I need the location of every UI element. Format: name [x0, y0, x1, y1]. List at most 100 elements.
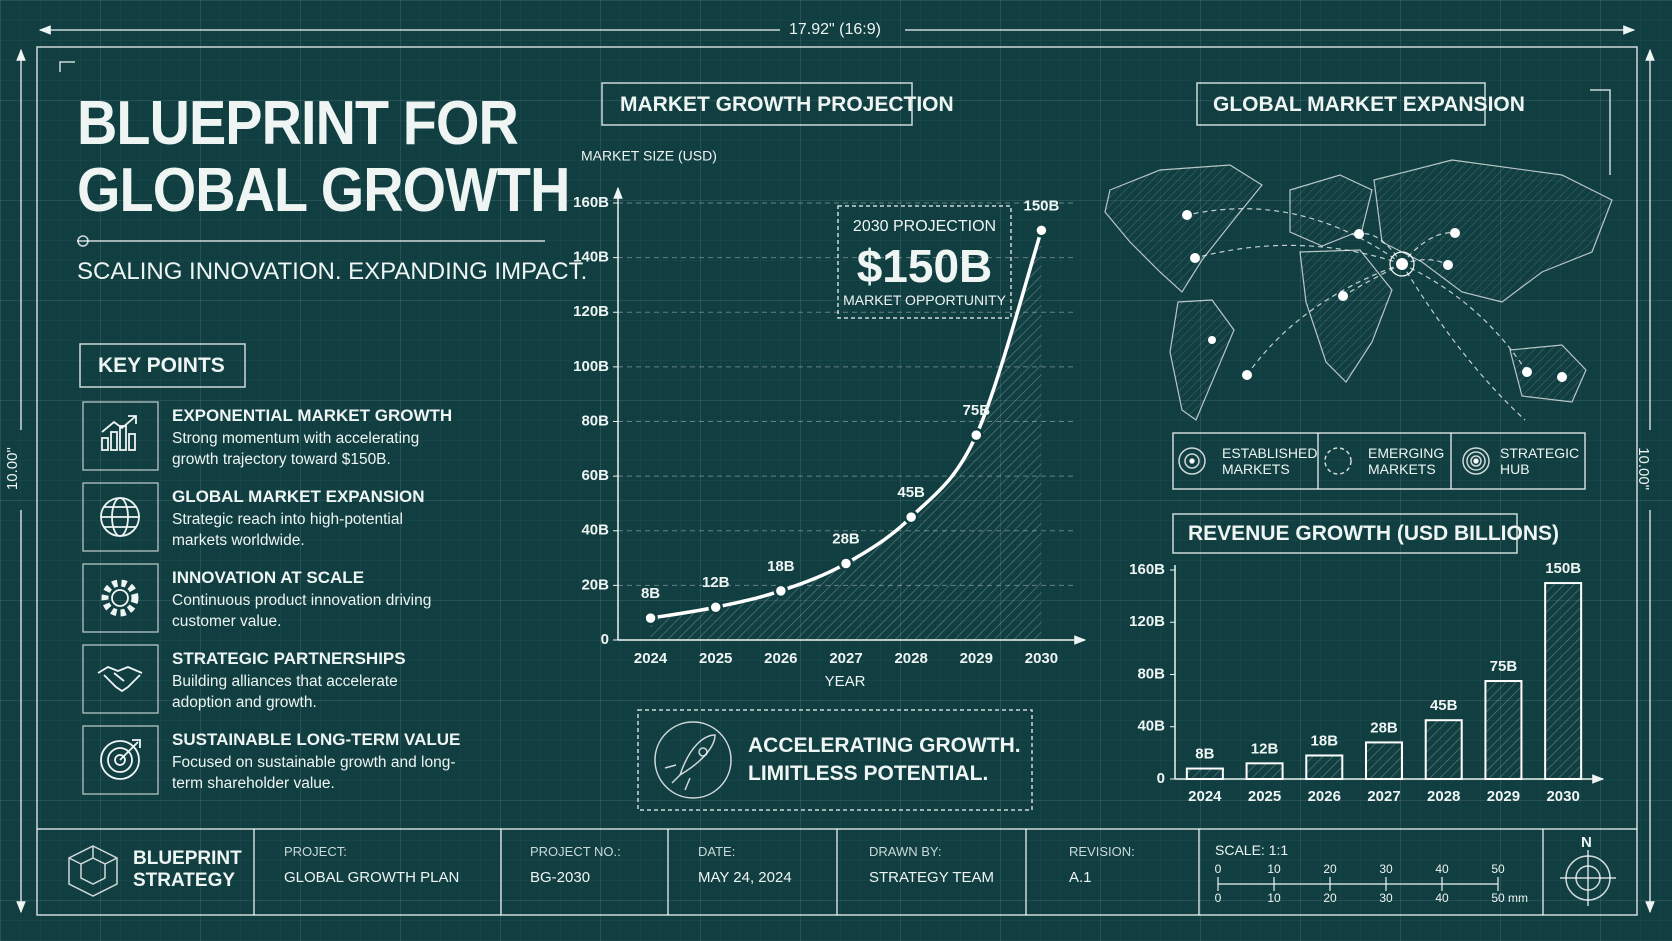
shape-path	[97, 665, 143, 693]
logo-text: BLUEPRINT STRATEGY	[133, 848, 242, 891]
legend-entry: STRATEGIC HUB	[1500, 445, 1580, 478]
shape-circle	[1208, 336, 1216, 344]
value-label: 8B	[641, 585, 660, 602]
shape-rect	[128, 433, 136, 451]
y-tick-label: 60B	[581, 467, 609, 484]
shape-g	[16, 25, 1655, 916]
value-label: 28B	[1370, 719, 1398, 736]
key-point-icon	[101, 415, 137, 451]
shape-rect	[837, 205, 1012, 319]
dimension-label: 17.92" (16:9)	[789, 21, 881, 38]
shape-circle	[1178, 447, 1206, 475]
shape-path	[1509, 344, 1587, 403]
key-point-text: Building alliances that accelerate adopt…	[172, 673, 398, 711]
shape-path	[1401, 232, 1456, 265]
field-label: DRAWN BY:	[869, 844, 942, 859]
x-tick-label: 2024	[634, 650, 668, 667]
shape-circle	[1466, 451, 1486, 471]
icon-box	[82, 482, 159, 552]
shape-rect	[637, 709, 1033, 811]
shape-circle	[1389, 251, 1415, 277]
tagline: LIMITLESS POTENTIAL.	[748, 762, 989, 785]
shape-circle	[1450, 228, 1460, 238]
value-label: 18B	[1311, 732, 1339, 749]
x-tick-label: 2025	[699, 650, 732, 667]
area	[650, 230, 1042, 640]
bar	[1245, 762, 1284, 781]
icon-box	[82, 563, 159, 633]
ruler-label: 30	[1379, 862, 1393, 876]
shape-path	[1246, 263, 1403, 376]
shape-path	[104, 506, 136, 528]
icon-box	[82, 725, 159, 795]
shape-circle	[1470, 455, 1482, 467]
shape-rect	[1172, 432, 1586, 490]
key-point-title: EXPONENTIAL MARKET GROWTH	[172, 406, 453, 425]
field-label: REVISION:	[1069, 844, 1135, 859]
shape-path	[1401, 263, 1528, 373]
shape-circle	[107, 747, 133, 773]
shape-path	[1373, 159, 1613, 303]
x-tick-label: 2030	[1025, 650, 1058, 667]
icon-box	[82, 644, 159, 714]
legend-entry: EMERGING MARKETS	[1368, 445, 1445, 478]
y-tick-label: 20B	[581, 576, 609, 593]
legend-entry: ESTABLISHED MARKETS	[1222, 445, 1318, 478]
y-tick-label: 160B	[573, 194, 609, 211]
shape-path	[101, 415, 137, 433]
x-tick-label: 2026	[1308, 788, 1341, 805]
ruler-label: 0	[1215, 862, 1222, 876]
shape-circle	[1354, 229, 1364, 239]
chart-title: MARKET GROWTH PROJECTION	[620, 93, 954, 116]
key-point-text: Continuous product innovation driving cu…	[172, 592, 432, 630]
shape-circle	[77, 235, 89, 247]
shape-path	[1194, 244, 1403, 265]
shape-path	[59, 61, 75, 72]
ruler-label: 10	[1267, 862, 1281, 876]
title-line: BLUEPRINT FOR	[77, 89, 519, 158]
bar	[1185, 767, 1224, 780]
value-label: 150B	[1023, 197, 1059, 214]
point	[969, 427, 984, 443]
value-label: 75B	[963, 402, 991, 419]
tagline: ACCELERATING GROWTH.	[748, 734, 1021, 757]
field-label: DATE:	[698, 844, 736, 859]
y-tick-label: 120B	[573, 303, 609, 320]
callout-label: 2030 PROJECTION	[852, 218, 997, 235]
key-point-icon	[100, 497, 140, 537]
ruler-label: 50	[1491, 862, 1505, 876]
y-tick-label: 80B	[581, 412, 609, 429]
shape-g	[1182, 210, 1567, 382]
key-point-text: Focused on sustainable growth and long-t…	[172, 754, 456, 792]
map-title: GLOBAL MARKET EXPANSION	[1213, 93, 1525, 116]
value-label: 75B	[1490, 658, 1518, 675]
shape-circle	[100, 740, 140, 780]
shape-circle	[698, 747, 708, 757]
shape-path	[1169, 299, 1235, 421]
shape-circle	[1338, 291, 1348, 301]
x-tick-label: 2030	[1546, 788, 1579, 805]
point	[643, 610, 658, 626]
shape-rect	[101, 437, 109, 451]
y-tick-label: 40B	[1137, 718, 1165, 735]
bar	[1305, 754, 1344, 780]
ruler-label: 50	[1491, 891, 1505, 905]
y-tick-label: 100B	[573, 358, 609, 375]
value-label: 12B	[702, 574, 730, 591]
callout-value: $150B	[856, 240, 993, 292]
key-point-title: SUSTAINABLE LONG-TERM VALUE	[172, 730, 461, 749]
callout-note: MARKET OPPORTUNITY	[843, 292, 1006, 308]
shape-rect	[119, 425, 127, 451]
shape-circle	[1443, 260, 1453, 270]
side-label: 10.00"	[1635, 447, 1653, 491]
scale-label: SCALE: 1:1	[1215, 842, 1289, 858]
shape-path	[1186, 208, 1403, 265]
shape-circle	[1557, 372, 1567, 382]
y-tick-label: 120B	[1129, 613, 1165, 630]
field-value: GLOBAL GROWTH PLAN	[284, 869, 460, 886]
key-point-title: GLOBAL MARKET EXPANSION	[172, 487, 425, 506]
shape-circle	[1396, 258, 1408, 270]
shape-rect	[1196, 82, 1486, 126]
